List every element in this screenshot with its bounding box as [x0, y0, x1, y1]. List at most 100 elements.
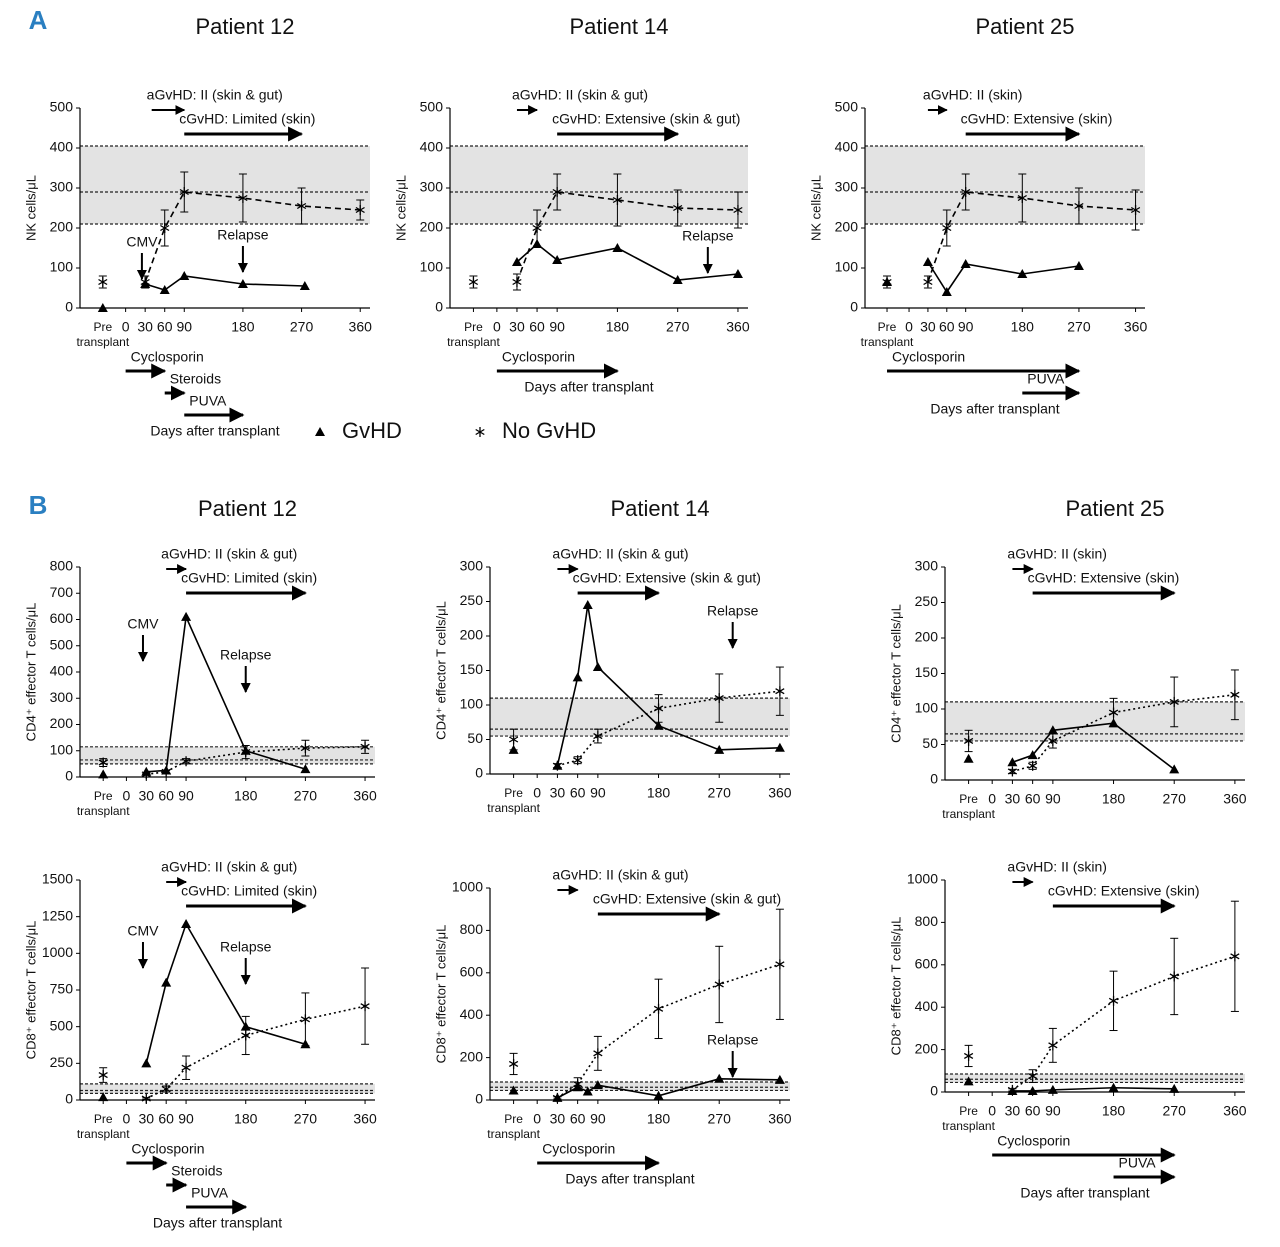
treatment-label: Cyclosporin	[131, 1141, 204, 1157]
treatment-label: Cyclosporin	[131, 349, 204, 365]
x-tick-label: 30	[1005, 1103, 1021, 1119]
treatment-label: PUVA	[1119, 1155, 1157, 1171]
triangle-marker	[511, 257, 522, 266]
triangle-marker	[582, 599, 593, 609]
asterisk-marker	[961, 187, 971, 197]
x-tick-label: 90	[1045, 1103, 1061, 1119]
x-tick-label: 0	[123, 1111, 131, 1127]
triangle-marker	[299, 281, 310, 290]
x-tick-label: 180	[231, 319, 255, 335]
y-tick-label: 0	[475, 1091, 483, 1107]
y-tick-label: 500	[420, 99, 444, 115]
x-tick-label: 90	[549, 319, 565, 335]
gvhd-label: cGvHD: Extensive (skin & gut)	[552, 111, 740, 127]
triangle-marker	[941, 287, 952, 296]
triangle-marker	[1007, 757, 1018, 767]
asterisk-marker	[714, 693, 724, 704]
series-line	[516, 191, 738, 283]
x-tick-label: 270	[666, 319, 690, 335]
x-tick-label: 270	[1163, 791, 1187, 807]
y-tick-label: 700	[50, 584, 74, 600]
panel-label: A	[29, 5, 48, 35]
x-tick-label: 360	[349, 319, 373, 335]
legend-label: No GvHD	[502, 418, 596, 443]
x-tick-label: 180	[234, 788, 258, 804]
x-tick-label: Pre transplant	[447, 320, 500, 349]
treatment-label: PUVA	[189, 393, 227, 409]
x-tick-label: 0	[122, 319, 130, 335]
y-tick-label: 800	[915, 913, 939, 929]
x-tick-label: 180	[1102, 1103, 1126, 1119]
event-label: Relapse	[682, 228, 734, 244]
triangle-marker	[672, 275, 683, 284]
y-tick-label: 1500	[42, 871, 73, 887]
reference-band	[80, 1083, 375, 1094]
x-tick-label: 270	[708, 785, 732, 801]
y-tick-label: 500	[50, 99, 74, 115]
series-line	[927, 191, 1136, 283]
x-tick-label: 360	[726, 319, 750, 335]
event-label: Relapse	[220, 939, 272, 955]
asterisk-marker	[1017, 193, 1027, 203]
asterisk-marker	[653, 703, 664, 714]
chart-title: Patient 12	[195, 14, 294, 39]
y-tick-label: 0	[475, 765, 483, 781]
gvhd-label: aGvHD: II (skin & gut)	[552, 867, 688, 883]
y-tick-label: 600	[915, 956, 939, 972]
x-tick-label: 30	[550, 785, 566, 801]
x-tick-label: 90	[178, 1111, 194, 1127]
x-tick-label: Pre transplant	[77, 789, 130, 818]
x-tick-label: 60	[158, 788, 174, 804]
y-tick-label: 250	[50, 1054, 74, 1070]
treatment-label: Cyclosporin	[892, 349, 965, 365]
reference-band	[80, 146, 370, 224]
y-tick-label: 200	[460, 1048, 484, 1064]
asterisk-marker	[573, 755, 583, 766]
triangle-marker	[653, 720, 664, 730]
series-line	[1012, 1086, 1175, 1092]
y-tick-label: 300	[835, 179, 859, 195]
triangle-marker	[592, 1080, 603, 1090]
event-label: Relapse	[707, 1032, 759, 1048]
x-tick-label: 90	[590, 1111, 606, 1127]
asterisk-marker	[508, 1058, 519, 1069]
x-tick-label: 90	[590, 785, 606, 801]
series-line	[145, 1005, 366, 1100]
triangle-marker	[98, 1092, 109, 1102]
y-axis-label: NK cells/μL	[23, 175, 38, 241]
gvhd-label: aGvHD: II (skin & gut)	[161, 546, 297, 562]
x-tick-label: 0	[123, 788, 131, 804]
x-axis-label: Days after transplant	[153, 1215, 282, 1231]
treatment-label: PUVA	[1027, 371, 1065, 387]
y-tick-label: 0	[65, 768, 73, 784]
y-tick-label: 200	[915, 1040, 939, 1056]
asterisk-marker	[1130, 205, 1141, 215]
asterisk-marker	[179, 187, 189, 197]
x-tick-label: 90	[958, 319, 974, 335]
asterisk-marker	[552, 760, 563, 771]
x-axis-label: Days after transplant	[565, 1171, 694, 1187]
x-tick-label: 180	[647, 785, 671, 801]
gvhd-label: cGvHD: Extensive (skin & gut)	[573, 570, 761, 586]
y-tick-label: 200	[460, 627, 484, 643]
triangle-marker	[1169, 1083, 1180, 1093]
asterisk-marker	[593, 1048, 603, 1059]
y-tick-label: 200	[915, 629, 939, 645]
asterisk-marker	[468, 277, 479, 287]
x-tick-label: 60	[570, 785, 586, 801]
y-tick-label: 1250	[42, 907, 73, 923]
x-tick-label: 60	[157, 319, 173, 335]
triangle-marker	[963, 753, 974, 763]
y-tick-label: 100	[50, 741, 74, 757]
series-line	[516, 242, 739, 281]
triangle-marker	[582, 1086, 593, 1096]
triangle-marker	[592, 662, 603, 672]
x-tick-label: 60	[529, 319, 545, 335]
asterisk-marker	[98, 1070, 108, 1081]
y-tick-label: 100	[50, 259, 74, 275]
x-tick-label: Pre transplant	[942, 792, 995, 821]
y-tick-label: 50	[467, 730, 483, 746]
panel-label: B	[29, 490, 48, 520]
asterisk-marker	[673, 203, 683, 213]
gvhd-label: cGvHD: Limited (skin)	[181, 570, 317, 586]
